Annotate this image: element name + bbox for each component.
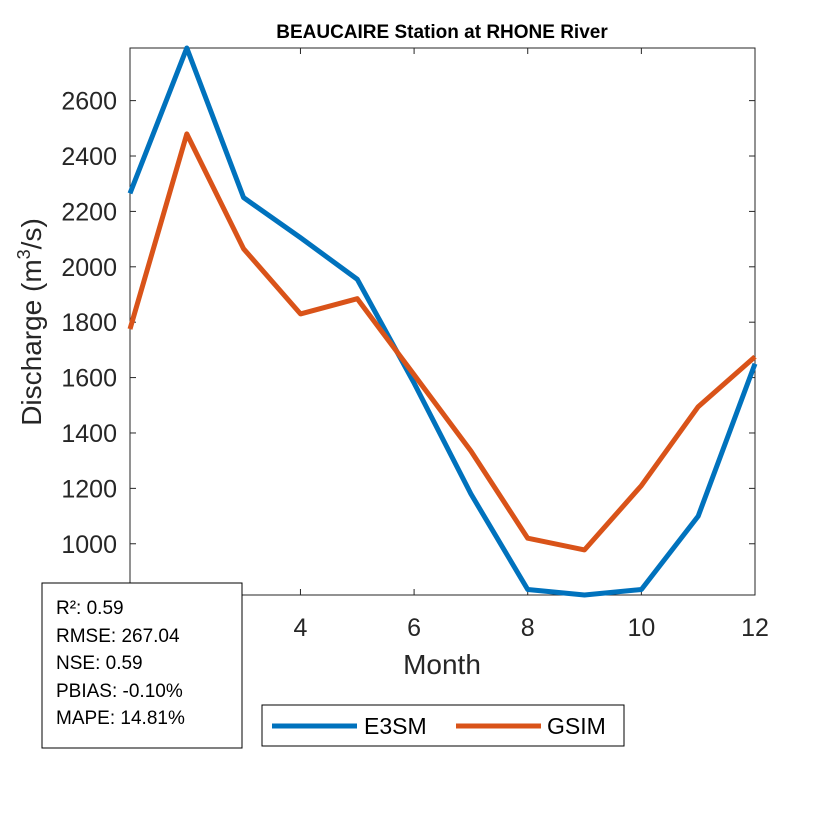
legend: E3SM GSIM: [261, 704, 625, 747]
chart-title: BEAUCAIRE Station at RHONE River: [276, 22, 608, 43]
x-tick-label: 8: [521, 614, 535, 642]
x-tick-label: 12: [741, 614, 769, 642]
y-tick-label: 2000: [61, 254, 117, 282]
y-axis-label-tail: /s): [16, 218, 47, 249]
y-axis-label-main: Discharge (m: [16, 259, 47, 425]
x-tick-label: 6: [407, 614, 421, 642]
stats-box-frame: [41, 582, 243, 749]
series-lines: [127, 45, 758, 598]
y-tick-label: 2400: [61, 143, 117, 171]
y-axis-label: Discharge (m3/s): [14, 218, 47, 426]
stats-r2: R²: 0.59: [56, 598, 124, 619]
x-tick-label: 4: [294, 614, 308, 642]
y-tick-label: 1600: [61, 365, 117, 393]
y-tick-label: 1400: [61, 420, 117, 448]
stats-box: R²: 0.59 RMSE: 267.04 NSE: 0.59 PBIAS: -…: [41, 582, 243, 749]
stats-pbias: PBIAS: -0.10%: [56, 681, 183, 702]
y-axis-label-sup: 3: [14, 249, 34, 259]
tick-labels: 1000 1200 1400 1600 1800 2000 2200 2400 2600 4 6 8 1…: [61, 88, 769, 642]
y-tick-label: 2200: [61, 198, 117, 226]
y-tick-label: 2600: [61, 88, 117, 116]
stats-nse: NSE: 0.59: [56, 653, 143, 674]
series-line-gsim: [127, 131, 757, 553]
x-axis-label: Month: [403, 649, 481, 680]
y-tick-label: 1200: [61, 475, 117, 503]
x-tick-label: 10: [627, 614, 655, 642]
series-line-e3sm: [127, 45, 758, 598]
stats-rmse: RMSE: 267.04: [56, 626, 180, 647]
stats-mape: MAPE: 14.81%: [56, 708, 185, 729]
y-tick-label: 1000: [61, 531, 117, 559]
plot-area: [129, 47, 756, 596]
y-tick-label: 1800: [61, 309, 117, 337]
legend-label-e3sm: E3SM: [364, 713, 427, 739]
legend-label-gsim: GSIM: [547, 713, 606, 739]
